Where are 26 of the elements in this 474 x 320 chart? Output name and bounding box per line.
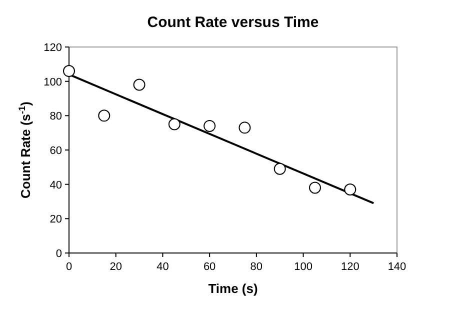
point bbox=[204, 120, 216, 132]
x-tick-label: 100 bbox=[294, 261, 312, 273]
y-tick-label: 40 bbox=[50, 179, 62, 192]
chart-title: Count Rate versus Time bbox=[147, 14, 319, 31]
x-tick-label: 60 bbox=[203, 261, 216, 273]
y-tick-label: 60 bbox=[50, 145, 62, 157]
x-axis-title: Time (s) bbox=[208, 281, 258, 296]
point bbox=[98, 110, 110, 122]
point bbox=[274, 162, 286, 175]
x-tick-label: 20 bbox=[110, 261, 122, 273]
point bbox=[344, 183, 356, 196]
point bbox=[238, 122, 251, 134]
point bbox=[309, 182, 321, 194]
point bbox=[168, 118, 180, 130]
x-tick-label: 140 bbox=[388, 261, 406, 273]
point bbox=[63, 65, 75, 78]
y-tick-label: 0 bbox=[56, 248, 62, 260]
x-tick-label: 120 bbox=[340, 261, 360, 273]
point bbox=[133, 78, 146, 91]
y-tick-label: 20 bbox=[50, 214, 62, 226]
y-tick-label: 80 bbox=[50, 110, 62, 123]
y-tick-label: 100 bbox=[44, 76, 62, 88]
x-tick-label: 0 bbox=[66, 261, 72, 273]
x-tick-label: 40 bbox=[156, 261, 169, 273]
x-tick-label: 80 bbox=[250, 261, 263, 273]
y-tick-label: 120 bbox=[44, 42, 62, 54]
